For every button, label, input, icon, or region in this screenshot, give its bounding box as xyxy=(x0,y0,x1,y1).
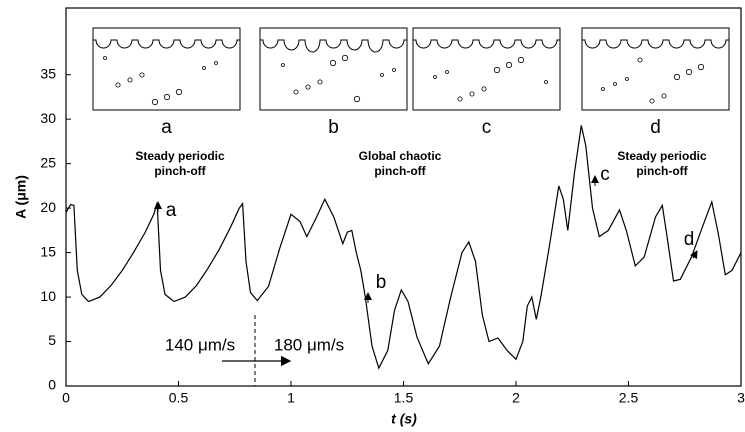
inset-interface xyxy=(93,39,240,49)
y-tick-label: 30 xyxy=(40,110,56,126)
inset-drop xyxy=(505,61,513,69)
inset-drop xyxy=(202,66,206,70)
inset-drop xyxy=(380,73,384,77)
inset-drop xyxy=(139,72,145,78)
inset-label: a xyxy=(161,117,172,138)
y-tick-label: 35 xyxy=(40,65,56,81)
inset-drop xyxy=(637,57,643,63)
speed-label: 140 μm/s xyxy=(165,335,235,354)
inset-drop xyxy=(649,98,655,104)
y-tick-label: 10 xyxy=(40,288,56,304)
inset-drop xyxy=(214,61,218,65)
inset-drop xyxy=(103,56,107,60)
inset-drop xyxy=(697,63,705,71)
inset-drop xyxy=(685,68,693,76)
inset-drop xyxy=(445,70,449,74)
regime-label: Steady periodic xyxy=(617,149,707,163)
inset-drop xyxy=(175,88,183,96)
inset-drop xyxy=(613,82,617,86)
inset-drop xyxy=(127,77,133,83)
inset-interface xyxy=(260,39,407,53)
speed-label: 180 μm/s xyxy=(274,335,344,354)
inset-drop xyxy=(293,89,299,95)
point-label: c xyxy=(600,164,610,185)
inset-drop xyxy=(625,77,629,81)
point-arrow xyxy=(690,250,698,260)
inset-drop xyxy=(469,91,475,97)
inset-drop xyxy=(163,93,171,101)
inset-drop xyxy=(353,95,361,103)
data-line xyxy=(65,125,742,370)
inset-label: b xyxy=(328,117,339,138)
inset-drop xyxy=(305,84,311,90)
inset-drop xyxy=(281,63,285,67)
inset-drop xyxy=(392,68,396,72)
x-tick-label: 0 xyxy=(62,390,70,406)
x-tick-label: 1.5 xyxy=(394,390,414,406)
inset-drop xyxy=(661,93,667,99)
point-label: a xyxy=(166,200,177,221)
y-tick-label: 25 xyxy=(40,154,56,170)
inset-drop xyxy=(317,79,323,85)
y-tick-label: 5 xyxy=(48,332,56,348)
x-tick-label: 3 xyxy=(737,390,745,406)
inset-drop xyxy=(517,56,525,64)
inset-drop xyxy=(493,66,501,74)
inset-drop xyxy=(457,96,463,102)
regime-label: pinch-off xyxy=(374,164,426,178)
y-tick-label: 20 xyxy=(40,199,56,215)
y-tick-label: 0 xyxy=(48,377,56,393)
x-tick-label: 0.5 xyxy=(169,390,189,406)
inset-label: c xyxy=(482,117,492,138)
y-tick-label: 15 xyxy=(40,243,56,259)
inset-drop xyxy=(115,82,121,88)
inset-drop xyxy=(433,75,437,79)
x-axis-label: t (s) xyxy=(391,411,417,427)
y-axis-label: A (μm) xyxy=(13,175,29,219)
regime-label: pinch-off xyxy=(154,164,206,178)
regime-label: Global chaotic xyxy=(359,149,442,163)
regime-label: Steady periodic xyxy=(135,149,225,163)
inset-drop xyxy=(151,98,159,106)
point-label: d xyxy=(684,229,695,250)
x-tick-label: 2 xyxy=(512,390,520,406)
inset-drop xyxy=(329,59,337,67)
inset-drop xyxy=(481,86,487,92)
x-tick-label: 1 xyxy=(287,390,295,406)
inset-drop xyxy=(341,54,349,62)
regime-label: pinch-off xyxy=(636,164,688,178)
inset-interface xyxy=(582,39,729,49)
inset-drop xyxy=(601,87,605,91)
inset-interface xyxy=(413,39,560,49)
x-tick-label: 2.5 xyxy=(619,390,639,406)
inset-label: d xyxy=(650,117,661,138)
inset-drop xyxy=(544,80,548,84)
inset-drop xyxy=(673,73,681,81)
point-label: b xyxy=(376,272,387,293)
